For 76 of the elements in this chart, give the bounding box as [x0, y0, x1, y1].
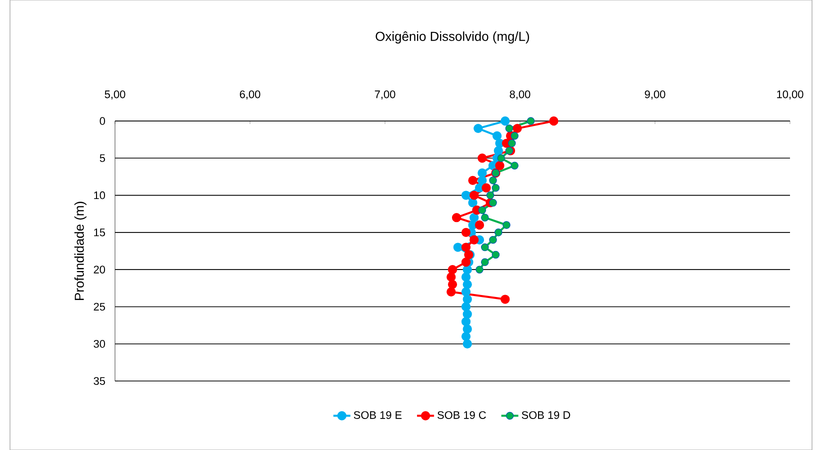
point — [462, 324, 472, 334]
point — [462, 280, 472, 290]
point — [526, 117, 535, 125]
y-tick-label: 0 — [100, 117, 106, 125]
point — [481, 258, 489, 266]
x-tick-label: 7,00 — [374, 90, 396, 100]
legend-label: SOB 19 D — [522, 411, 570, 419]
point — [486, 191, 494, 200]
y-tick-label: 35 — [94, 377, 106, 385]
point — [461, 287, 471, 296]
point — [482, 183, 491, 192]
chart-title: Oxigênio Dissolvido (mg/L) — [376, 31, 530, 44]
point — [478, 176, 487, 186]
legend-label: SOB 19 E — [354, 411, 402, 419]
point — [461, 316, 471, 326]
point — [481, 214, 489, 222]
point — [510, 162, 518, 170]
x-tick-label: 9,00 — [644, 90, 666, 100]
point — [461, 272, 471, 282]
point — [549, 116, 558, 126]
point — [446, 287, 456, 296]
point — [489, 176, 497, 184]
point — [495, 160, 504, 170]
point — [470, 190, 479, 200]
point — [502, 221, 510, 229]
point — [500, 116, 510, 126]
point — [474, 124, 483, 134]
point — [446, 272, 456, 282]
y-tick-label: 15 — [94, 228, 106, 236]
y-tick-label: 10 — [94, 191, 106, 200]
point — [492, 250, 500, 259]
x-tick-label: 5,00 — [104, 90, 126, 100]
point — [474, 220, 484, 230]
point — [461, 258, 471, 267]
point — [489, 198, 497, 207]
point — [508, 139, 516, 148]
point — [461, 302, 471, 312]
y-tick-label: 5 — [100, 154, 106, 162]
point — [478, 154, 487, 163]
point — [489, 236, 497, 244]
point — [461, 332, 471, 342]
point — [461, 228, 471, 238]
point — [453, 242, 462, 252]
y-axis-title: Profundidade (m) — [74, 202, 86, 300]
point — [470, 235, 479, 244]
point — [492, 184, 500, 192]
point — [452, 212, 462, 222]
point — [470, 212, 479, 222]
point — [512, 124, 522, 134]
y-tick-label: 30 — [94, 340, 106, 348]
point — [468, 198, 478, 208]
point — [462, 310, 472, 319]
point — [510, 132, 518, 140]
point — [461, 242, 471, 252]
point — [462, 294, 472, 304]
y-tick-label: 20 — [94, 266, 106, 274]
point — [478, 206, 486, 214]
y-tick-label: 25 — [94, 302, 106, 311]
point — [448, 264, 458, 274]
point — [492, 131, 502, 140]
point — [476, 266, 484, 274]
point — [478, 168, 487, 178]
point — [481, 243, 489, 252]
x-tick-label: 8,00 — [510, 90, 530, 100]
legend-label: SOB 19 C — [438, 411, 486, 419]
point — [461, 190, 471, 200]
point — [494, 228, 502, 236]
point — [494, 146, 503, 156]
point — [500, 294, 510, 304]
point — [505, 124, 514, 132]
point — [448, 280, 458, 290]
x-tick-label: 10,00 — [777, 90, 804, 100]
point — [468, 176, 478, 186]
point — [497, 154, 505, 162]
x-tick-label: 6,00 — [240, 90, 260, 100]
point — [462, 339, 472, 348]
